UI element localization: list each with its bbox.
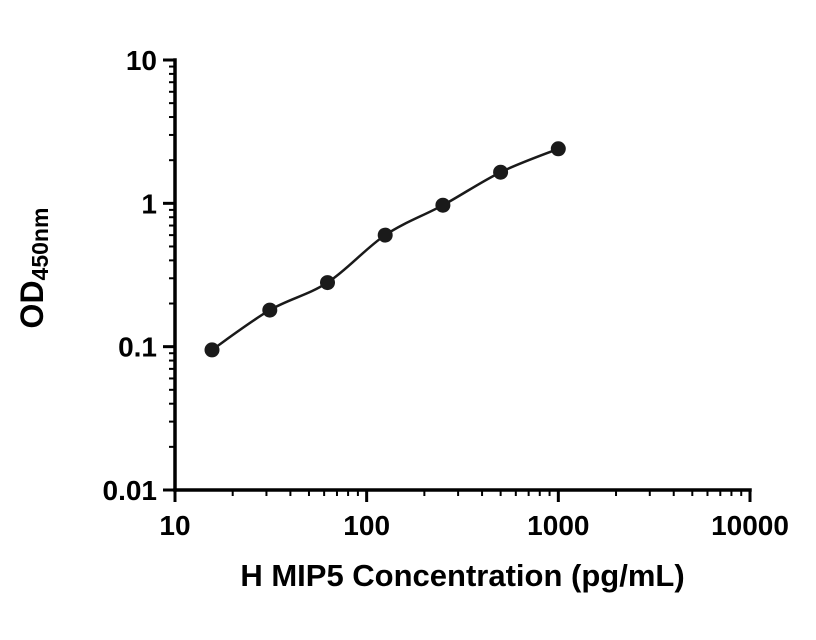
- data-point-marker: [493, 164, 509, 180]
- y-axis-tick-label: 10: [126, 45, 157, 76]
- x-axis-tick-label: 1000: [527, 510, 589, 541]
- y-axis-title-base: OD: [13, 280, 50, 329]
- x-axis-title: H MIP5 Concentration (pg/mL): [240, 558, 685, 593]
- data-point-marker: [262, 302, 278, 318]
- y-axis-title-subscript: 450nm: [27, 207, 54, 281]
- y-axis-tick-label: 0.1: [118, 332, 157, 363]
- data-point-marker: [435, 197, 451, 213]
- y-axis-tick-label: 1: [141, 188, 157, 219]
- data-point-marker: [377, 227, 393, 243]
- data-point-marker: [204, 342, 220, 358]
- data-point-marker: [320, 275, 335, 291]
- x-axis-tick-label: 100: [343, 510, 390, 541]
- x-axis-tick-label: 10: [159, 510, 190, 541]
- y-axis-title: OD450nm: [14, 208, 54, 329]
- standard-curve-line: [211, 147, 559, 351]
- data-point-marker: [550, 141, 566, 157]
- x-axis-tick-label: 10000: [711, 510, 789, 541]
- y-axis-tick-label: 0.01: [103, 475, 158, 506]
